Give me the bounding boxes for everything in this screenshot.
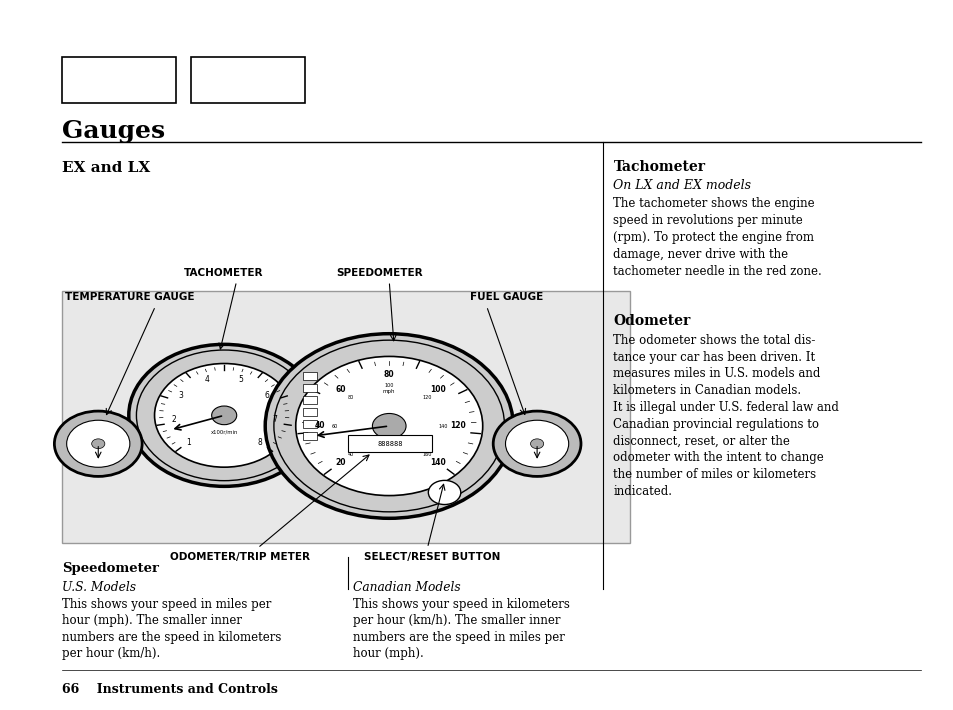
Text: Tachometer: Tachometer xyxy=(613,160,704,174)
Bar xyxy=(303,432,316,440)
Circle shape xyxy=(129,344,319,486)
Text: The odometer shows the total dis-
tance your car has been driven. It
measures mi: The odometer shows the total dis- tance … xyxy=(613,334,839,498)
Text: SPEEDOMETER: SPEEDOMETER xyxy=(335,268,422,278)
Text: 140: 140 xyxy=(430,458,446,467)
Circle shape xyxy=(265,334,513,518)
Text: FUEL GAUGE: FUEL GAUGE xyxy=(470,293,543,302)
Text: 6: 6 xyxy=(265,391,270,400)
Circle shape xyxy=(54,411,142,476)
Circle shape xyxy=(154,364,294,467)
Text: TACHOMETER: TACHOMETER xyxy=(184,268,263,278)
Bar xyxy=(303,420,316,428)
Text: The tachometer shows the engine
speed in revolutions per minute
(rpm). To protec: The tachometer shows the engine speed in… xyxy=(613,197,821,278)
Text: 100: 100 xyxy=(384,383,394,388)
Circle shape xyxy=(295,356,482,496)
Bar xyxy=(191,57,305,103)
Text: SELECT/RESET BUTTON: SELECT/RESET BUTTON xyxy=(364,552,500,562)
Text: 40: 40 xyxy=(348,452,354,457)
Text: 2: 2 xyxy=(172,415,176,424)
Circle shape xyxy=(91,439,105,449)
Circle shape xyxy=(372,413,406,439)
Text: 66    Instruments and Controls: 66 Instruments and Controls xyxy=(62,683,277,696)
Circle shape xyxy=(505,420,568,467)
Text: Odometer: Odometer xyxy=(613,314,690,328)
Text: 80: 80 xyxy=(383,370,395,379)
Text: On LX and EX models: On LX and EX models xyxy=(613,179,751,192)
Text: 888888: 888888 xyxy=(377,441,402,447)
Text: 120: 120 xyxy=(450,422,466,430)
Text: 4: 4 xyxy=(205,375,210,384)
Bar xyxy=(62,291,629,543)
Circle shape xyxy=(136,350,312,481)
Bar xyxy=(348,435,432,452)
Text: U.S. Models: U.S. Models xyxy=(62,581,136,594)
Circle shape xyxy=(212,406,236,425)
Text: 140: 140 xyxy=(438,423,448,429)
Text: 20: 20 xyxy=(335,458,345,467)
Text: TEMPERATURE GAUGE: TEMPERATURE GAUGE xyxy=(65,293,194,302)
Text: 7: 7 xyxy=(272,415,277,424)
Text: Gauges: Gauges xyxy=(62,119,165,143)
Text: Speedometer: Speedometer xyxy=(62,562,159,575)
Text: 120: 120 xyxy=(422,395,432,400)
Text: This shows your speed in miles per
hour (mph). The smaller inner
numbers are the: This shows your speed in miles per hour … xyxy=(62,598,281,660)
Text: 100: 100 xyxy=(430,385,446,394)
Text: Canadian Models: Canadian Models xyxy=(353,581,460,594)
Bar xyxy=(62,57,176,103)
Circle shape xyxy=(67,420,130,467)
Text: ODOMETER/TRIP METER: ODOMETER/TRIP METER xyxy=(170,552,310,562)
Text: 40: 40 xyxy=(314,422,325,430)
Text: EX and LX: EX and LX xyxy=(62,161,151,175)
Circle shape xyxy=(493,411,580,476)
Text: 160: 160 xyxy=(422,452,432,457)
Circle shape xyxy=(274,340,504,512)
Text: This shows your speed in kilometers
per hour (km/h). The smaller inner
numbers a: This shows your speed in kilometers per … xyxy=(353,598,569,660)
Text: 5: 5 xyxy=(238,375,243,384)
Text: mph: mph xyxy=(382,388,395,394)
Circle shape xyxy=(428,481,460,505)
Bar xyxy=(303,396,316,404)
Text: 1: 1 xyxy=(186,437,191,447)
Text: x100r/min: x100r/min xyxy=(211,430,237,435)
Text: 8: 8 xyxy=(257,437,262,447)
Bar xyxy=(303,384,316,392)
Text: 60: 60 xyxy=(335,385,345,394)
Bar xyxy=(303,408,316,416)
Text: 60: 60 xyxy=(332,423,337,429)
Text: 3: 3 xyxy=(178,391,183,400)
Bar xyxy=(303,372,316,380)
Text: 80: 80 xyxy=(348,395,354,400)
Circle shape xyxy=(530,439,543,449)
